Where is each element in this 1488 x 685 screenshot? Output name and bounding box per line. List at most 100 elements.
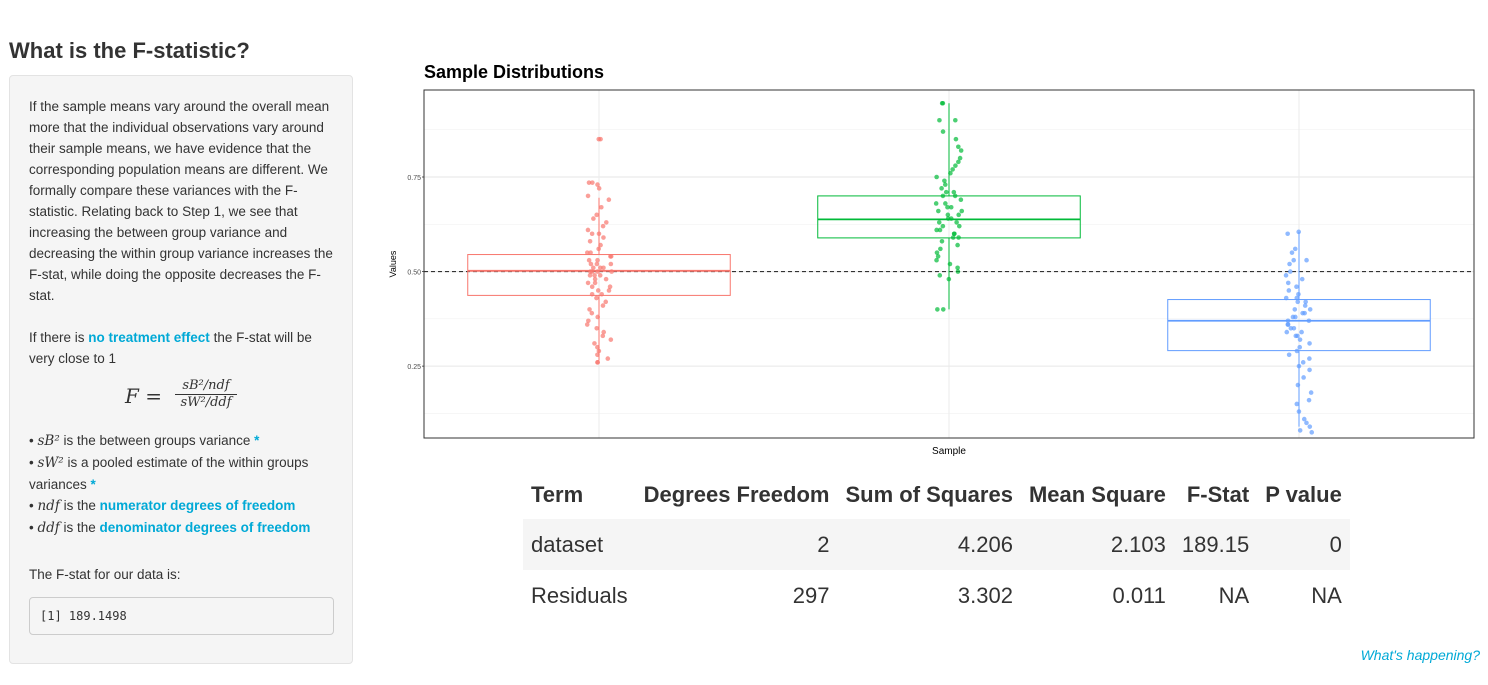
data-point <box>945 216 951 221</box>
data-point <box>586 257 592 263</box>
data-point <box>1299 329 1304 335</box>
data-point <box>592 276 598 282</box>
sb-text: is the between groups variance <box>59 433 255 448</box>
y-tick-label: 0.75 <box>407 175 421 182</box>
data-point <box>936 220 942 225</box>
data-point <box>1307 367 1312 373</box>
data-point <box>609 269 614 274</box>
page-title: What is the F-statistic? <box>9 38 250 63</box>
data-point <box>948 204 954 210</box>
data-point <box>1294 348 1300 354</box>
header-ss: Sum of Squares <box>845 482 1013 507</box>
bullet-ndf: • ndf is the numerator degrees of freedo… <box>29 498 296 514</box>
data-point <box>959 208 965 214</box>
whats-happening-link[interactable]: What's happening? <box>1360 647 1480 663</box>
definitions-list: • sB² is the between groups variance * •… <box>29 430 339 539</box>
data-point <box>598 136 603 142</box>
data-point <box>1294 295 1300 301</box>
data-point <box>936 208 941 214</box>
treatment-paragraph: If there is no treatment effect the F-st… <box>29 327 339 369</box>
data-point <box>933 201 939 206</box>
data-point <box>594 261 600 267</box>
equation-lhs: F = <box>125 384 162 408</box>
data-point <box>1302 303 1308 308</box>
data-point <box>595 182 600 187</box>
data-point <box>957 223 962 229</box>
data-point <box>1286 352 1292 358</box>
data-point <box>595 269 600 274</box>
data-point <box>591 265 596 271</box>
data-point <box>1297 337 1303 342</box>
data-point <box>935 254 941 259</box>
data-point <box>951 231 957 237</box>
data-point <box>595 257 600 263</box>
sample-distributions-chart: 0.25 0.50 0.75 Sample Values <box>388 89 1475 457</box>
data-point <box>1309 430 1315 435</box>
sw-star-link[interactable]: * <box>90 477 96 492</box>
data-point <box>1296 363 1302 369</box>
data-point <box>1301 375 1306 380</box>
data-point <box>596 348 602 354</box>
no-treatment-effect-link[interactable]: no treatment effect <box>88 330 210 345</box>
data-point <box>587 239 593 244</box>
data-point <box>1308 390 1314 395</box>
data-point <box>594 212 599 218</box>
data-point <box>605 356 611 361</box>
table-row: dataset 2 4.206 2.103 189.15 0 <box>523 519 1350 570</box>
data-point <box>584 322 590 327</box>
variance-paragraph: If the sample means vary around the over… <box>29 99 333 303</box>
data-point <box>1300 360 1306 365</box>
cell-fstat: 189.15 <box>1181 531 1250 557</box>
data-point <box>586 318 591 324</box>
data-point <box>939 239 945 244</box>
data-point <box>589 310 595 316</box>
data-point <box>587 273 593 278</box>
data-point <box>940 129 946 134</box>
sb-star-link[interactable]: * <box>254 433 260 448</box>
data-point <box>585 193 591 199</box>
data-point <box>1287 261 1292 267</box>
data-point <box>939 100 945 106</box>
data-point <box>950 235 956 240</box>
jitter-points <box>584 100 1315 435</box>
data-point <box>599 204 604 210</box>
cell-term: dataset <box>531 531 604 557</box>
data-point <box>1299 276 1305 282</box>
data-point <box>955 265 960 271</box>
data-point <box>1285 318 1291 324</box>
data-point <box>955 269 961 274</box>
ndf-symbol: ndf <box>37 498 60 514</box>
equation-denominator: sW²/ddf <box>180 395 232 410</box>
data-point <box>1306 318 1312 324</box>
data-point <box>592 341 597 346</box>
data-point <box>955 242 960 248</box>
sw-text: is a pooled estimate of the within group… <box>29 455 309 492</box>
data-point <box>595 352 600 358</box>
data-point <box>1303 299 1308 305</box>
data-point <box>938 246 943 252</box>
data-point <box>1291 326 1297 331</box>
data-point <box>608 254 614 259</box>
data-point <box>956 144 961 150</box>
data-point <box>608 337 614 342</box>
equation-numerator: sB²/ndf <box>175 378 237 395</box>
cell-ms: 2.103 <box>1110 531 1166 557</box>
data-point <box>940 193 946 199</box>
data-point <box>958 148 964 153</box>
data-point <box>596 231 602 237</box>
data-point <box>600 223 606 229</box>
data-point <box>604 220 609 225</box>
data-point <box>934 257 939 263</box>
ndf-text: is the <box>59 498 100 513</box>
data-point <box>946 276 952 282</box>
data-point <box>1284 329 1290 335</box>
data-point <box>953 136 959 142</box>
cell-pvalue: 0 <box>1329 531 1342 557</box>
numerator-df-link[interactable]: numerator degrees of freedom <box>99 498 296 513</box>
data-point <box>937 117 942 123</box>
ddf-symbol: ddf <box>37 520 60 536</box>
box <box>467 254 731 296</box>
data-point <box>1297 344 1303 350</box>
cell-df: 297 <box>792 582 830 608</box>
denominator-df-link[interactable]: denominator degrees of freedom <box>99 520 311 535</box>
